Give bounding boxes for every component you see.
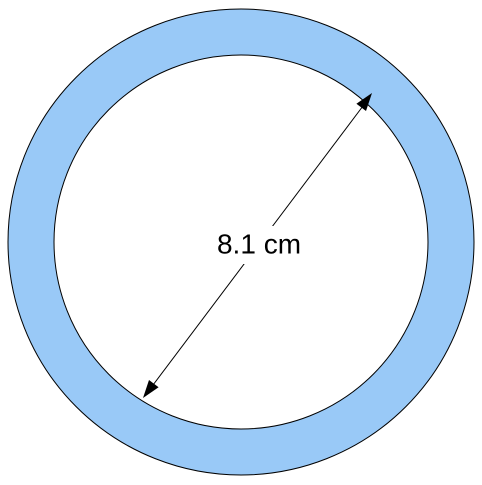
diameter-label: 8.1 cm [217, 228, 301, 259]
label-background [200, 226, 318, 264]
arrowhead [356, 93, 372, 111]
arrowhead [143, 380, 159, 398]
